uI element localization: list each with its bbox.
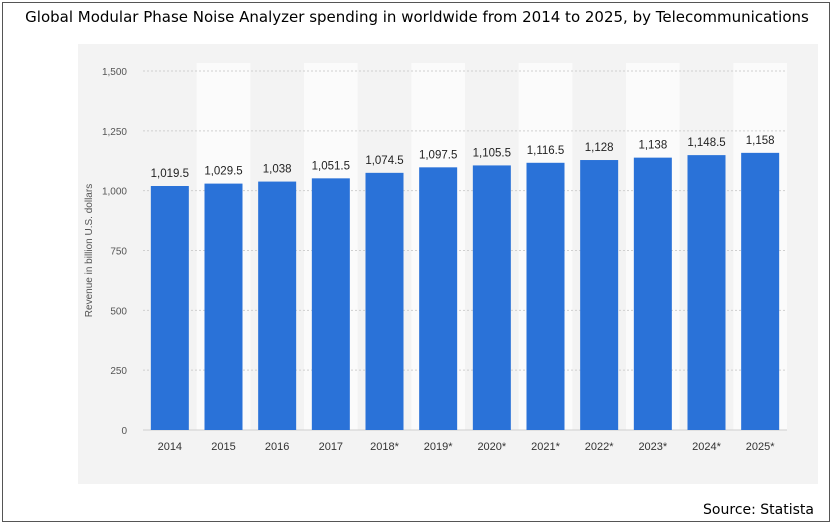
y-tick-label: 250 xyxy=(110,366,127,377)
chart-title: Global Modular Phase Noise Analyzer spen… xyxy=(25,8,809,26)
bar xyxy=(258,181,297,430)
bar xyxy=(365,172,404,430)
x-tick-label: 2023* xyxy=(638,441,667,453)
bar-value-label: 1,097.5 xyxy=(419,149,457,161)
bar xyxy=(633,157,672,430)
bar-value-label: 1,158 xyxy=(746,135,775,147)
x-tick-label: 2025* xyxy=(746,441,775,453)
bar-value-label: 1,128 xyxy=(585,142,614,154)
bar-value-label: 1,051.5 xyxy=(312,160,350,172)
y-tick-label: 750 xyxy=(110,247,127,258)
x-tick-label: 2024* xyxy=(692,441,721,453)
y-axis-label: Revenue in billion U.S. dollars xyxy=(84,184,95,317)
bar xyxy=(741,152,780,431)
x-tick-label: 2020* xyxy=(477,441,506,453)
x-tick-label: 2017 xyxy=(319,441,343,453)
bar-value-label: 1,116.5 xyxy=(527,145,565,157)
y-tick-label: 1,500 xyxy=(102,67,127,78)
bar xyxy=(472,165,511,431)
bar-value-label: 1,105.5 xyxy=(473,147,511,159)
source-label: Source: Statista xyxy=(703,502,814,518)
bar xyxy=(526,162,565,430)
bar xyxy=(580,160,619,431)
bar xyxy=(150,185,189,430)
y-tick-label: 500 xyxy=(110,306,127,317)
y-tick-label: 1,000 xyxy=(102,187,127,198)
x-tick-label: 2022* xyxy=(585,441,614,453)
bar-value-label: 1,019.5 xyxy=(151,168,189,180)
x-tick-label: 2014 xyxy=(158,441,182,453)
bar-value-label: 1,038 xyxy=(263,164,292,176)
x-tick-label: 2019* xyxy=(424,441,453,453)
bar-value-label: 1,074.5 xyxy=(365,155,403,167)
bar-value-label: 1,029.5 xyxy=(204,166,242,178)
bar-value-label: 1,138 xyxy=(638,140,667,152)
x-tick-label: 2015 xyxy=(211,441,235,453)
bar xyxy=(311,178,350,430)
bar xyxy=(687,155,726,430)
bar xyxy=(419,167,458,430)
bar-value-label: 1,148.5 xyxy=(687,137,725,149)
x-tick-label: 2021* xyxy=(531,441,560,453)
y-tick-label: 1,250 xyxy=(102,127,127,138)
x-tick-label: 2018* xyxy=(370,441,399,453)
y-tick-label: 0 xyxy=(121,426,127,437)
bar xyxy=(204,183,243,430)
x-tick-label: 2016 xyxy=(265,441,289,453)
